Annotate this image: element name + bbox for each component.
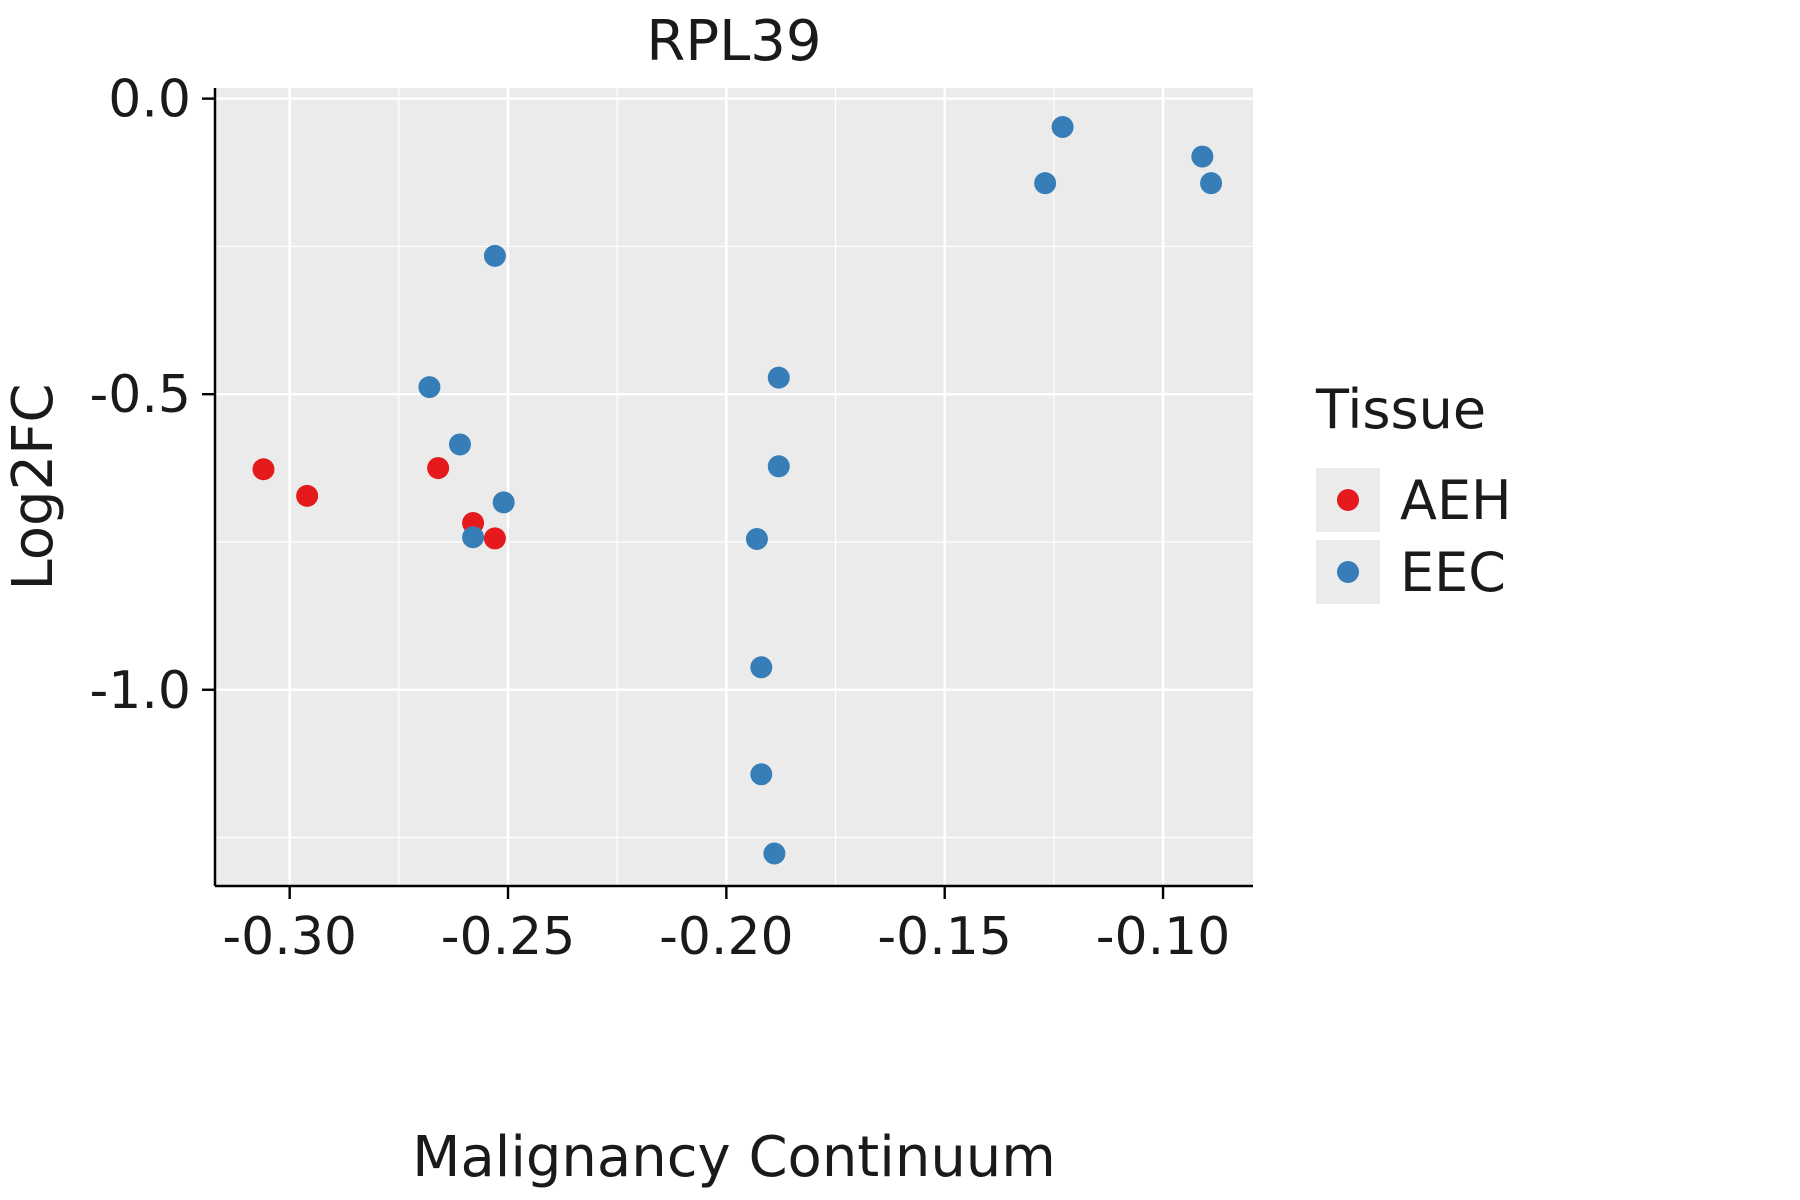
- x-tick-label: -0.20: [659, 907, 794, 967]
- data-point-eec: [483, 244, 506, 267]
- x-axis-label: Malignancy Continuum: [412, 1125, 1056, 1190]
- data-point-eec: [763, 842, 786, 865]
- x-tick-label: -0.15: [877, 907, 1012, 967]
- x-tick-label: -0.30: [222, 907, 357, 967]
- y-tick-label: -0.5: [90, 365, 191, 425]
- data-point-eec: [1200, 172, 1223, 195]
- x-tick-label: -0.25: [441, 907, 576, 967]
- x-tick-label: -0.10: [1096, 907, 1231, 967]
- data-point-eec: [745, 528, 768, 551]
- data-point-eec: [750, 763, 773, 786]
- data-point-aeh: [483, 527, 506, 550]
- data-point-aeh: [427, 457, 450, 480]
- y-tick-label: -1.0: [90, 661, 191, 721]
- y-tick-label: 0.0: [108, 70, 191, 130]
- data-point-eec: [462, 526, 485, 549]
- data-point-eec: [448, 433, 471, 456]
- legend: Tissue AEH EEC: [1315, 378, 1512, 604]
- data-point-eec: [1191, 145, 1214, 168]
- legend-title: Tissue: [1315, 378, 1486, 441]
- gridlines: [215, 88, 1253, 886]
- chart-title: RPL39: [646, 9, 821, 74]
- legend-swatch-aeh: [1337, 489, 1359, 511]
- data-point-eec: [767, 455, 790, 478]
- data-point-eec: [1051, 116, 1074, 139]
- data-point-eec: [767, 366, 790, 389]
- legend-label-eec: EEC: [1400, 541, 1506, 604]
- data-point-aeh: [296, 484, 319, 507]
- data-point-eec: [418, 376, 441, 399]
- data-points: [252, 116, 1223, 865]
- data-point-eec: [1034, 172, 1057, 195]
- axis-tick-labels: -0.30 -0.25 -0.20 -0.15 -0.10 0.0 -0.5 -1.0: [90, 70, 1231, 967]
- y-axis-label: Log2FC: [1, 384, 66, 591]
- axis-ticks: [202, 97, 1165, 899]
- legend-swatch-eec: [1337, 561, 1359, 583]
- plot-panel: [215, 88, 1253, 886]
- legend-label-aeh: AEH: [1400, 469, 1512, 532]
- data-point-eec: [750, 656, 773, 679]
- data-point-eec: [492, 491, 515, 514]
- data-point-aeh: [252, 458, 275, 481]
